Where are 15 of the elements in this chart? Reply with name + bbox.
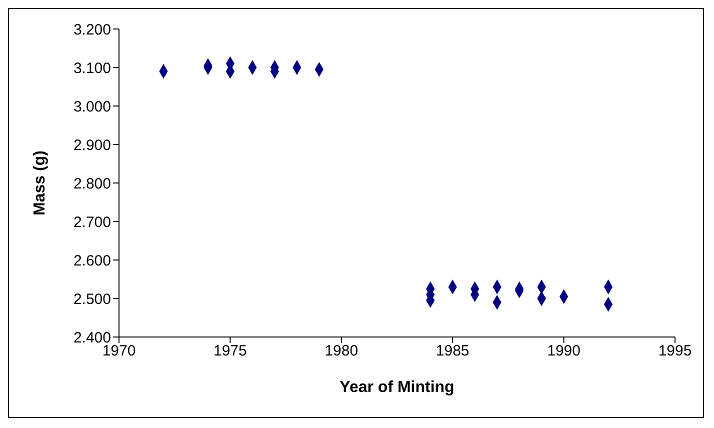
y-tick-label: 2.500 [73, 290, 111, 308]
x-tick-label: 1975 [214, 342, 247, 360]
x-tick-label: 1985 [436, 342, 470, 360]
x-tick-label: 1995 [658, 342, 692, 360]
x-axis-title: Year of Minting [340, 379, 454, 396]
y-tick-label: 2.900 [73, 136, 111, 154]
x-tick-label: 1980 [324, 342, 358, 360]
y-tick-label: 2.600 [73, 252, 111, 270]
y-tick-label: 2.800 [73, 175, 111, 192]
y-tick-label: 3.100 [73, 60, 111, 77]
y-axis-title: Mass (g) [32, 150, 49, 216]
y-tick-label: 3.200 [73, 21, 111, 38]
x-tick-label: 1990 [547, 342, 580, 360]
y-tick-label: 3.000 [73, 98, 111, 116]
y-tick-label: 2.700 [73, 214, 111, 231]
